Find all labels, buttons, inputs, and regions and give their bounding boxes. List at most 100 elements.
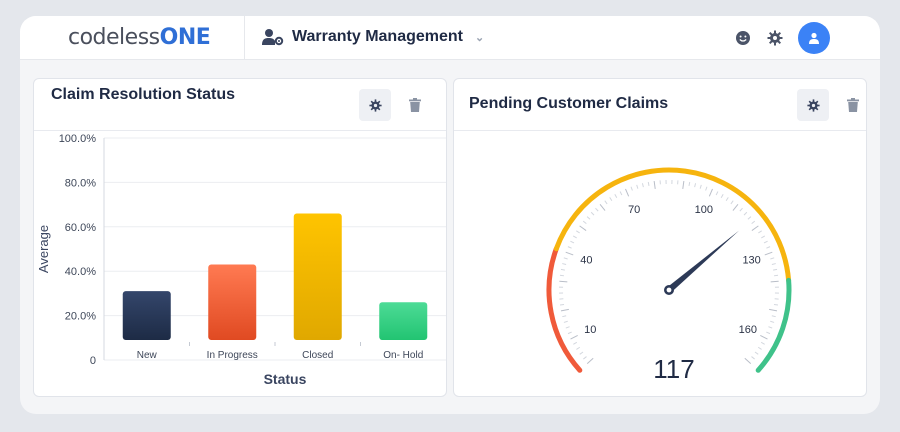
gauge-tick [758, 230, 762, 234]
y-tick-label: 60.0% [65, 222, 96, 234]
gauge-tick [739, 207, 743, 212]
gauge-tick [614, 194, 618, 198]
gauge-tick-label: 130 [742, 255, 760, 267]
user-gear-icon [262, 29, 284, 46]
gauge-tick [595, 207, 599, 212]
gauge-tick [572, 235, 577, 239]
x-tick-label: Closed [302, 350, 333, 361]
gauge-tick [761, 235, 766, 239]
trash-icon [847, 98, 859, 112]
gauge-tick [751, 225, 759, 231]
bar [208, 264, 257, 340]
gauge-tick [625, 188, 630, 197]
bar [379, 302, 428, 340]
top-bar: codelessONE Warranty Management ⌄ [20, 16, 880, 60]
gauge-tick [582, 220, 587, 225]
gauge-tick [604, 200, 608, 205]
gauge-tick [732, 203, 739, 211]
smiley-icon[interactable] [734, 29, 752, 47]
widget-settings-button[interactable] [797, 89, 829, 121]
widget-delete-button[interactable] [403, 89, 427, 121]
gauge-tick-label: 70 [628, 204, 640, 216]
widget-settings-button[interactable] [359, 89, 391, 121]
gauge-tick [619, 191, 623, 196]
gauge-tick [764, 251, 773, 256]
gauge-tick [560, 268, 565, 271]
gauge-needle-hub-center [666, 287, 672, 293]
gauge-tick [576, 346, 581, 350]
gauge-tick-label: 10 [584, 324, 596, 336]
gauge-tick [725, 197, 729, 201]
gauge-tick [609, 197, 613, 201]
x-tick-label: In Progress [207, 350, 258, 361]
claim-resolution-widget: Claim Resolution Status 0 20.0% 40.0% 60.0%… [33, 78, 447, 397]
gauge-tick [567, 246, 572, 249]
gauge-tick [760, 335, 768, 340]
gauge-tick [705, 186, 708, 191]
logo[interactable]: codelessONE [68, 25, 211, 50]
gauge-tick [751, 356, 755, 360]
gauge-tick [636, 184, 639, 189]
gear-icon [806, 98, 820, 112]
widget-delete-button[interactable] [841, 89, 865, 121]
logo-text-part2: ONE [159, 25, 211, 50]
gauge-tick [770, 280, 779, 283]
gauge-tick [579, 225, 587, 231]
gauge-band [755, 277, 792, 373]
gauge-tick [562, 315, 567, 318]
chevron-down-icon: ⌄ [475, 31, 485, 44]
trash-icon [409, 98, 421, 112]
gauge-tick [570, 240, 575, 244]
x-tick-label: New [137, 350, 158, 361]
gauge-tick [567, 331, 572, 335]
gauge-tick [563, 320, 568, 323]
gauge-tick-label: 100 [695, 204, 713, 216]
pending-claims-widget: Pending Customer Claims 10 40 70 100 130 160 1… [453, 78, 867, 397]
app-switcher[interactable]: Warranty Management ⌄ [262, 28, 484, 46]
y-tick-label: 100.0% [59, 133, 97, 145]
gauge-tick [573, 341, 578, 345]
gauge-tick [773, 303, 779, 306]
gauge-tick [562, 263, 567, 266]
gauge-tick [559, 303, 565, 306]
y-tick-label: 20.0% [65, 311, 96, 323]
gauge-tick [565, 326, 570, 329]
gauge-tick [579, 351, 584, 355]
widget-header-divider [34, 130, 446, 131]
gauge-tick-label: 160 [739, 324, 757, 336]
gauge-tick-label: 40 [580, 255, 592, 267]
widget-title: Claim Resolution Status [51, 86, 236, 103]
y-axis-label: Average [36, 225, 51, 273]
gauge-tick [773, 274, 779, 277]
gauge-tick [688, 181, 691, 186]
gauge-tick [769, 308, 778, 312]
gauge-tick [730, 200, 734, 205]
gauge-tick [682, 180, 685, 190]
topbar-divider [244, 16, 245, 60]
gauge-tick [563, 257, 568, 260]
gauge-tick [590, 211, 595, 216]
gauge-tick [583, 356, 587, 360]
gauge-tick [630, 186, 633, 191]
gauge-tick [586, 357, 594, 364]
gauge-tick [641, 183, 644, 188]
x-tick-label: On- Hold [383, 350, 423, 361]
gauge-needle [666, 230, 740, 293]
logo-text-part1: codeless [68, 25, 160, 50]
gauge-tick [760, 341, 765, 345]
gauge-tick [715, 191, 719, 196]
gauge-tick [743, 211, 748, 216]
gauge-tick [754, 351, 759, 355]
gauge-tick [771, 315, 776, 318]
app-title: Warranty Management [292, 28, 463, 45]
bar-chart: 0 20.0% 40.0% 60.0% 80.0% 100.0% New In Progres… [36, 133, 446, 387]
gauge-tick [708, 188, 713, 197]
gear-icon[interactable] [766, 29, 784, 47]
gauge-tick [770, 257, 775, 260]
gauge-tick [559, 274, 565, 277]
x-axis-label: Status [264, 371, 307, 387]
gear-icon [368, 98, 382, 112]
user-avatar[interactable] [798, 22, 830, 54]
gauge-tick [694, 183, 697, 188]
gauge-band [546, 246, 583, 373]
